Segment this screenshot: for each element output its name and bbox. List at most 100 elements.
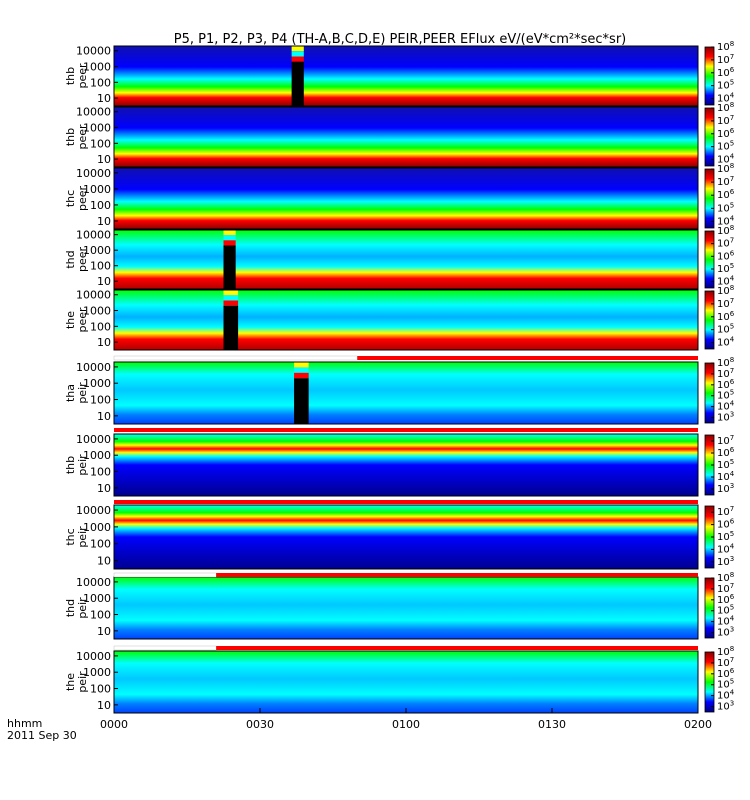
mode-bar-red bbox=[216, 573, 698, 577]
colorbar-label: 105 bbox=[717, 140, 734, 153]
panel-frame bbox=[113, 229, 699, 290]
x-tick-label: 0000 bbox=[100, 718, 128, 731]
panel-label-line: peer bbox=[76, 124, 89, 150]
colorbar-label: 105 bbox=[717, 201, 734, 214]
mode-bar-white bbox=[113, 645, 217, 651]
data-gap-0-band-2 bbox=[291, 56, 304, 62]
panel-label-line: peir bbox=[76, 671, 89, 693]
y-tick-label: 1000 bbox=[83, 61, 111, 74]
colorbar-label: 104 bbox=[717, 615, 735, 628]
data-gap-0-band-3 bbox=[223, 305, 239, 350]
y-tick-label: 100 bbox=[90, 394, 111, 407]
colorbar-thb-peer bbox=[704, 107, 715, 167]
panel-frame bbox=[113, 504, 699, 570]
panel-label-line: thc bbox=[64, 190, 77, 207]
colorbar-label: 104 bbox=[717, 470, 735, 483]
colorbar-label: 105 bbox=[717, 530, 734, 543]
colorbar-label: 107 bbox=[717, 114, 734, 127]
colorbar-label: 106 bbox=[717, 518, 735, 531]
y-tick-label: 1000 bbox=[83, 244, 111, 257]
colorbar-label: 104 bbox=[717, 542, 735, 555]
colorbar-label: 108 bbox=[717, 162, 734, 175]
data-gap-0-band-0 bbox=[223, 290, 239, 296]
spectrogram-thd-peir bbox=[114, 577, 698, 639]
spectrogram-thb-peer bbox=[114, 46, 698, 106]
colorbar-thd-peir bbox=[704, 577, 715, 639]
colorbar-label: 107 bbox=[717, 367, 734, 380]
y-tick-label: 100 bbox=[90, 609, 111, 622]
y-tick-label: 100 bbox=[90, 137, 111, 150]
data-gap-0-band-1 bbox=[294, 367, 309, 373]
spectrogram-thb-peir bbox=[114, 434, 698, 496]
panel-label-line: peir bbox=[76, 454, 89, 476]
colorbar-label: 108 bbox=[717, 40, 734, 53]
spectrogram-thc-peir bbox=[114, 505, 698, 569]
colorbar-label: 108 bbox=[717, 645, 734, 658]
colorbar-label: 104 bbox=[717, 153, 735, 166]
y-tick-label: 1000 bbox=[83, 521, 111, 534]
colorbar-label: 104 bbox=[717, 275, 735, 288]
colorbar-thb-peer bbox=[704, 46, 715, 106]
y-tick-label: 100 bbox=[90, 466, 111, 479]
panel-label-line: peer bbox=[76, 186, 89, 212]
x-axis-label: hhmm bbox=[7, 717, 42, 730]
colorbar-label: 103 bbox=[717, 700, 734, 713]
colorbar-label: 105 bbox=[717, 604, 734, 617]
y-tick-label: 10 bbox=[97, 625, 111, 638]
panel-label-line: peer bbox=[76, 307, 89, 333]
colorbar-thc-peer bbox=[704, 168, 715, 229]
y-tick-label: 10000 bbox=[76, 576, 111, 589]
y-tick-label: 100 bbox=[90, 320, 111, 333]
y-tick-label: 1000 bbox=[83, 449, 111, 462]
x-tick-label: 0130 bbox=[538, 718, 566, 731]
panel-label-line: thd bbox=[64, 250, 77, 268]
colorbar-label: 105 bbox=[717, 323, 734, 336]
panel-frame bbox=[113, 361, 699, 425]
panel-label-line: peir bbox=[76, 597, 89, 619]
y-tick-label: 100 bbox=[90, 199, 111, 212]
y-tick-label: 10 bbox=[97, 699, 111, 712]
colorbar-label: 106 bbox=[717, 378, 735, 391]
mode-bar-red bbox=[114, 500, 698, 504]
y-tick-label: 1000 bbox=[83, 666, 111, 679]
colorbar-label: 107 bbox=[717, 237, 734, 250]
colorbar-label: 106 bbox=[717, 446, 735, 459]
spectrogram-the-peer bbox=[114, 290, 698, 350]
y-tick-label: 10 bbox=[97, 336, 111, 349]
spectrogram-tha-peir bbox=[114, 362, 698, 424]
colorbar-the-peir bbox=[704, 651, 715, 713]
panel-frame bbox=[113, 45, 699, 107]
colorbar-label: 107 bbox=[717, 582, 734, 595]
data-gap-0-band-2 bbox=[223, 240, 236, 246]
y-tick-label: 10000 bbox=[76, 106, 111, 119]
spectrogram-the-peir bbox=[114, 651, 698, 713]
y-tick-label: 100 bbox=[90, 76, 111, 89]
colorbar-label: 104 bbox=[717, 689, 735, 702]
panel-frame bbox=[113, 167, 699, 230]
mode-bar-white bbox=[113, 355, 358, 361]
colorbar-label: 105 bbox=[717, 389, 734, 402]
data-gap-0-band-2 bbox=[223, 300, 239, 306]
colorbar-the-peer bbox=[704, 290, 715, 350]
mode-bar-red bbox=[357, 356, 698, 360]
colorbar-label: 106 bbox=[717, 127, 735, 140]
panel-label-line: the bbox=[64, 311, 77, 329]
colorbar-label: 105 bbox=[717, 678, 734, 691]
mode-bar-white bbox=[113, 572, 217, 578]
panel-label-line: the bbox=[64, 673, 77, 691]
data-gap-0-band-1 bbox=[223, 295, 239, 301]
panel-label-line: thb bbox=[64, 128, 77, 146]
panel-label-line: thd bbox=[64, 599, 77, 617]
y-tick-label: 10000 bbox=[76, 289, 111, 302]
y-tick-label: 10000 bbox=[76, 361, 111, 374]
colorbar-label: 107 bbox=[717, 297, 734, 310]
